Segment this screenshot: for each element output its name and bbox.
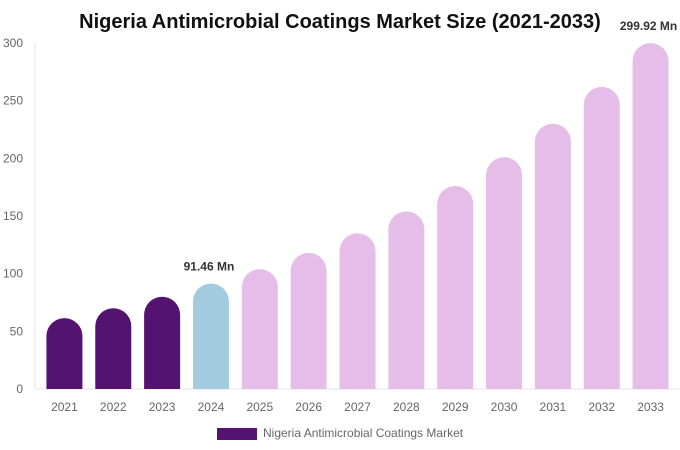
bar-2031 bbox=[534, 123, 571, 389]
x-tick-label: 2025 bbox=[246, 400, 273, 414]
x-tick-label: 2030 bbox=[491, 400, 518, 414]
x-tick-label: 2032 bbox=[588, 400, 615, 414]
y-tick-label: 200 bbox=[3, 151, 23, 165]
y-tick-label: 300 bbox=[3, 36, 23, 50]
x-tick-label: 2029 bbox=[442, 400, 469, 414]
legend-swatch bbox=[217, 428, 257, 440]
x-tick-label: 2021 bbox=[51, 400, 78, 414]
x-tick-label: 2024 bbox=[198, 400, 225, 414]
bar-2028 bbox=[388, 211, 425, 389]
bar-2030 bbox=[486, 157, 523, 389]
x-tick-label: 2022 bbox=[100, 400, 127, 414]
x-tick-label: 2031 bbox=[540, 400, 567, 414]
bar-2026 bbox=[290, 252, 327, 389]
x-tick-label: 2027 bbox=[344, 400, 371, 414]
bar-2024 bbox=[192, 283, 229, 389]
data-label: 299.92 Mn bbox=[620, 19, 677, 33]
y-tick-label: 50 bbox=[10, 324, 24, 338]
bar-2025 bbox=[241, 269, 278, 389]
bar-2022 bbox=[95, 308, 132, 389]
legend-label: Nigeria Antimicrobial Coatings Market bbox=[263, 426, 464, 440]
y-tick-label: 250 bbox=[3, 94, 23, 108]
bar-2021 bbox=[46, 318, 83, 389]
data-label: 91.46 Mn bbox=[184, 260, 235, 274]
x-tick-label: 2028 bbox=[393, 400, 420, 414]
x-tick-label: 2023 bbox=[149, 400, 176, 414]
y-tick-label: 0 bbox=[16, 382, 23, 396]
bar-2027 bbox=[339, 233, 376, 389]
chart-title: Nigeria Antimicrobial Coatings Market Si… bbox=[79, 11, 601, 33]
x-tick-label: 2026 bbox=[295, 400, 322, 414]
bar-2023 bbox=[144, 296, 181, 389]
y-tick-label: 150 bbox=[3, 209, 23, 223]
y-tick-label: 100 bbox=[3, 267, 23, 281]
bar-2029 bbox=[437, 186, 474, 389]
bar-2033 bbox=[632, 43, 669, 390]
bar-2032 bbox=[583, 86, 620, 390]
x-tick-label: 2033 bbox=[637, 400, 664, 414]
